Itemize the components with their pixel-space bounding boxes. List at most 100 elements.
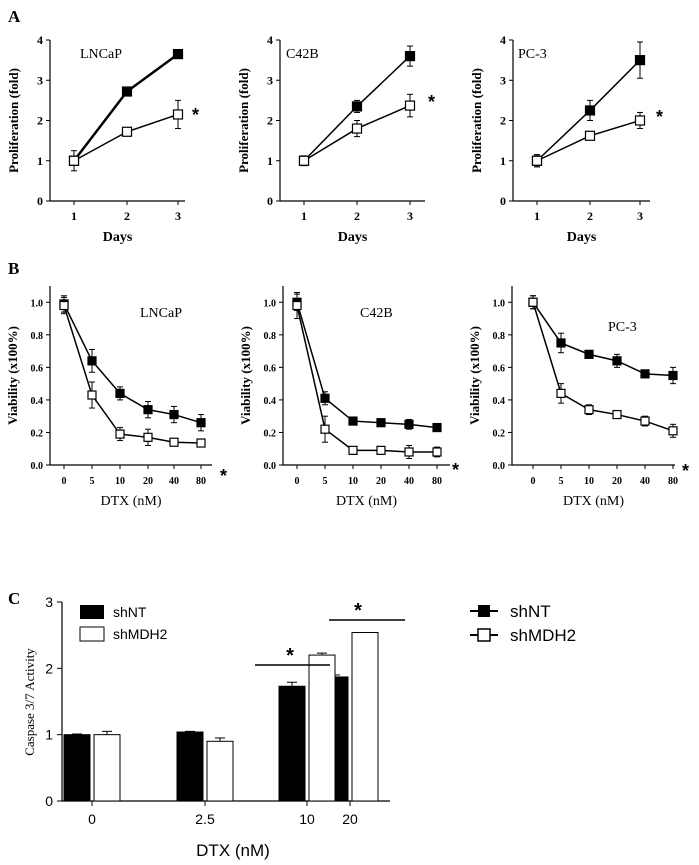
- data-point-shmdh2: [351, 123, 363, 134]
- data-point-shnt: [556, 338, 566, 348]
- bar-shnt: [176, 731, 204, 802]
- x-tick-label: 80: [196, 476, 206, 487]
- data-point-shmdh2: [584, 405, 594, 415]
- panel-label-a: A: [8, 7, 21, 26]
- y-tick-label: 1: [267, 154, 273, 168]
- bar-shnt: [278, 685, 306, 802]
- x-tick-label: 10: [584, 476, 594, 487]
- x-axis-label: Days: [567, 230, 597, 245]
- data-point-shnt: [404, 419, 414, 429]
- x-tick-label: 1: [534, 209, 540, 223]
- y-tick-label: 1: [37, 154, 43, 168]
- data-point-shnt: [640, 369, 650, 379]
- x-tick-label: 0: [62, 476, 67, 487]
- x-axis-label: Days: [103, 230, 133, 245]
- x-tick-label: 10: [115, 476, 125, 487]
- x-tick-label: 40: [169, 476, 179, 487]
- y-tick-label: 0.0: [493, 461, 506, 472]
- data-point-shnt: [121, 86, 133, 97]
- series-line-shnt: [73, 53, 179, 162]
- legend-shmdh2-label: shMDH2: [113, 626, 168, 642]
- y-tick-label: 1: [500, 154, 506, 168]
- x-tick-label: 5: [559, 476, 564, 487]
- y-axis-label: Caspase 3/7 Activity: [22, 648, 37, 756]
- y-tick-label: 3: [500, 73, 506, 87]
- data-point-shnt: [320, 393, 330, 403]
- y-tick-label: 0.0: [264, 461, 277, 472]
- y-tick-label: 1.0: [493, 298, 506, 309]
- data-point-shnt: [634, 55, 646, 66]
- data-point-shnt: [584, 105, 596, 116]
- y-tick-label: 1: [45, 727, 53, 743]
- y-tick-label: 4: [500, 33, 506, 47]
- y-tick-label: 0.2: [493, 428, 506, 439]
- y-axis-label: Viability (x100%): [238, 326, 253, 425]
- y-tick-label: 0.4: [31, 396, 44, 407]
- x-tick-label: 2.5: [195, 811, 215, 827]
- data-point-shmdh2: [556, 388, 566, 398]
- y-tick-label: 0.6: [264, 363, 277, 374]
- data-point-shnt: [612, 356, 622, 366]
- data-point-shmdh2: [404, 100, 416, 111]
- significance-star: *: [286, 645, 294, 667]
- chart-c-caspase: 0 1 2 3 0 2.5 10 20 DTX (nM) Caspase 3/7 Activity…: [22, 594, 405, 860]
- data-point-shnt: [196, 418, 206, 428]
- chart-a-pc3: 0 1 2 3 4 1 2 3 Days Proliferation (fold) PC-3 *: [469, 33, 663, 245]
- significance-star: *: [656, 107, 663, 127]
- chart-a-c42b: 0 1 2 3 4 1 2 3 Days Proliferation (fold) C42B *: [236, 33, 435, 245]
- bar-shnt: [63, 734, 91, 802]
- y-tick-label: 0.8: [264, 331, 277, 342]
- x-tick-label: 20: [612, 476, 622, 487]
- y-tick-label: 0: [45, 793, 53, 809]
- data-point-shmdh2: [668, 426, 678, 436]
- y-tick-label: 0: [37, 194, 43, 208]
- x-axis-label: DTX (nM): [336, 494, 397, 509]
- bar-shmdh2: [93, 734, 121, 802]
- series-line-shnt: [63, 303, 202, 424]
- x-tick-label: 1: [301, 209, 307, 223]
- y-tick-label: 0: [267, 194, 273, 208]
- data-point-shnt: [115, 388, 125, 398]
- main-legend: shNT shMDH2: [470, 602, 576, 645]
- data-point-shmdh2: [121, 126, 133, 137]
- y-tick-label: 2: [37, 114, 43, 128]
- data-point-shmdh2: [298, 155, 310, 166]
- data-point-shmdh2: [196, 438, 206, 448]
- series-line-shnt: [296, 302, 438, 429]
- x-tick-label: 20: [376, 476, 386, 487]
- chart-a-lncap: 0 1 2 3 4 1 2 3 Days Proliferation (fold) LNCaP *: [6, 33, 199, 245]
- data-point-shmdh2: [320, 424, 330, 434]
- data-point-shnt: [351, 101, 363, 112]
- data-point-shmdh2: [640, 416, 650, 426]
- legend-shnt-label: shNT: [113, 604, 147, 620]
- x-tick-label: 2: [354, 209, 360, 223]
- data-point-shmdh2: [59, 300, 69, 311]
- y-tick-label: 0: [500, 194, 506, 208]
- x-tick-label: 5: [323, 476, 328, 487]
- data-point-shnt: [584, 349, 594, 359]
- data-point-shmdh2: [68, 155, 80, 166]
- y-tick-label: 4: [267, 33, 273, 47]
- data-point-shnt: [376, 418, 386, 428]
- y-tick-label: 2: [267, 114, 273, 128]
- series-line-shnt: [532, 301, 674, 377]
- y-tick-label: 1.0: [264, 298, 277, 309]
- x-axis-label: DTX (nM): [563, 494, 624, 509]
- y-tick-label: 3: [37, 73, 43, 87]
- y-tick-label: 0.4: [493, 396, 506, 407]
- legend-shnt-label: shNT: [510, 602, 551, 621]
- data-point-shmdh2: [292, 300, 302, 311]
- y-tick-label: 0.4: [264, 396, 277, 407]
- x-axis-label: DTX (nM): [100, 494, 161, 509]
- bar-shmdh2: [308, 654, 336, 802]
- data-point-shmdh2: [584, 130, 596, 141]
- significance-star: *: [428, 92, 435, 112]
- x-tick-label: 10: [299, 811, 315, 827]
- series-line-shmdh2: [296, 305, 437, 453]
- x-tick-label: 2: [124, 209, 130, 223]
- x-tick-label: 5: [90, 476, 95, 487]
- y-axis-label: Proliferation (fold): [6, 68, 21, 173]
- y-tick-label: 3: [45, 594, 53, 610]
- y-tick-label: 1.0: [31, 298, 44, 309]
